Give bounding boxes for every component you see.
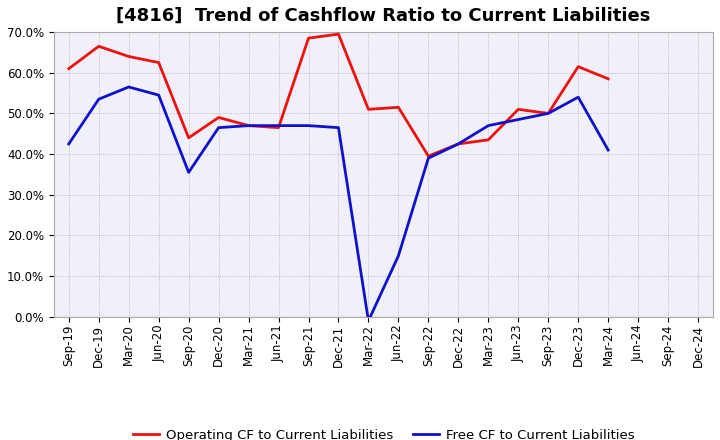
- Free CF to Current Liabilities: [424, 155, 433, 161]
- Free CF to Current Liabilities: [94, 96, 103, 102]
- Line: Operating CF to Current Liabilities: Operating CF to Current Liabilities: [69, 34, 608, 156]
- Title: [4816]  Trend of Cashflow Ratio to Current Liabilities: [4816] Trend of Cashflow Ratio to Curren…: [116, 7, 651, 25]
- Free CF to Current Liabilities: [184, 170, 193, 175]
- Operating CF to Current Liabilities: [424, 154, 433, 159]
- Operating CF to Current Liabilities: [125, 54, 133, 59]
- Free CF to Current Liabilities: [394, 253, 402, 258]
- Operating CF to Current Liabilities: [574, 64, 582, 69]
- Legend: Operating CF to Current Liabilities, Free CF to Current Liabilities: Operating CF to Current Liabilities, Fre…: [127, 423, 639, 440]
- Operating CF to Current Liabilities: [154, 60, 163, 65]
- Free CF to Current Liabilities: [604, 147, 613, 153]
- Operating CF to Current Liabilities: [215, 115, 223, 120]
- Free CF to Current Liabilities: [364, 318, 373, 323]
- Operating CF to Current Liabilities: [514, 107, 523, 112]
- Free CF to Current Liabilities: [514, 117, 523, 122]
- Operating CF to Current Liabilities: [604, 76, 613, 81]
- Operating CF to Current Liabilities: [274, 125, 283, 130]
- Operating CF to Current Liabilities: [94, 44, 103, 49]
- Free CF to Current Liabilities: [334, 125, 343, 130]
- Free CF to Current Liabilities: [484, 123, 492, 128]
- Operating CF to Current Liabilities: [484, 137, 492, 143]
- Operating CF to Current Liabilities: [544, 111, 552, 116]
- Operating CF to Current Liabilities: [184, 135, 193, 140]
- Operating CF to Current Liabilities: [454, 141, 463, 147]
- Free CF to Current Liabilities: [244, 123, 253, 128]
- Free CF to Current Liabilities: [125, 84, 133, 90]
- Free CF to Current Liabilities: [454, 141, 463, 147]
- Operating CF to Current Liabilities: [334, 31, 343, 37]
- Free CF to Current Liabilities: [65, 141, 73, 147]
- Free CF to Current Liabilities: [304, 123, 312, 128]
- Operating CF to Current Liabilities: [244, 123, 253, 128]
- Free CF to Current Liabilities: [544, 111, 552, 116]
- Operating CF to Current Liabilities: [364, 107, 373, 112]
- Free CF to Current Liabilities: [215, 125, 223, 130]
- Free CF to Current Liabilities: [154, 92, 163, 98]
- Operating CF to Current Liabilities: [394, 105, 402, 110]
- Line: Free CF to Current Liabilities: Free CF to Current Liabilities: [69, 87, 608, 321]
- Operating CF to Current Liabilities: [65, 66, 73, 71]
- Operating CF to Current Liabilities: [304, 36, 312, 41]
- Free CF to Current Liabilities: [574, 95, 582, 100]
- Free CF to Current Liabilities: [274, 123, 283, 128]
